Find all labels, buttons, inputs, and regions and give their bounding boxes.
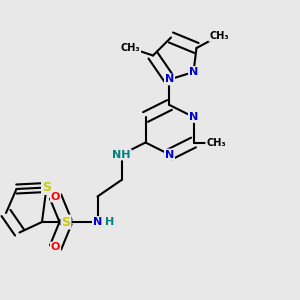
Text: CH₃: CH₃ (206, 137, 226, 148)
Text: NH: NH (112, 149, 131, 160)
Text: CH₃: CH₃ (121, 43, 140, 53)
Text: O: O (51, 242, 60, 253)
Text: N: N (93, 217, 102, 227)
Text: N: N (165, 74, 174, 85)
Text: O: O (51, 191, 60, 202)
Text: S: S (42, 181, 51, 194)
Text: N: N (189, 67, 198, 77)
Text: H: H (106, 217, 115, 227)
Text: N: N (189, 112, 198, 122)
Text: CH₃: CH₃ (209, 31, 229, 41)
Text: N: N (165, 149, 174, 160)
Text: S: S (61, 215, 70, 229)
